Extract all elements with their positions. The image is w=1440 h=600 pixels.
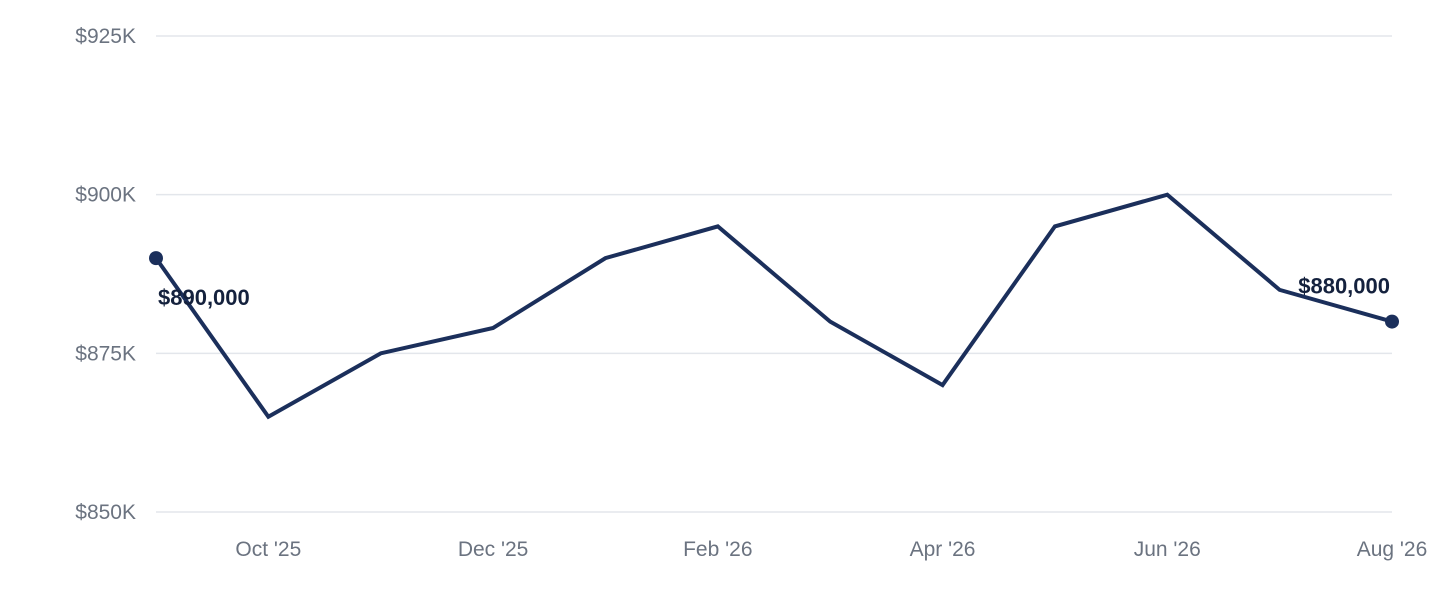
y-tick-label: $850K	[75, 501, 136, 524]
x-tick-label: Aug '26	[1357, 538, 1428, 561]
x-tick-label: Jun '26	[1134, 538, 1201, 561]
series-line	[154, 192, 1394, 420]
data-label: $890,000	[158, 285, 250, 310]
gridlines	[156, 35, 1392, 513]
y-tick-label: $900K	[75, 184, 136, 207]
x-tick-label: Oct '25	[235, 538, 301, 561]
x-tick-label: Feb '26	[683, 538, 752, 561]
data-label: $880,000	[1298, 274, 1390, 299]
y-axis-tick-labels: $850K $875K $900K $925K	[75, 25, 136, 524]
x-tick-label: Dec '25	[458, 538, 529, 561]
y-tick-label: $875K	[75, 342, 136, 365]
endpoint-marker	[1385, 314, 1399, 329]
x-axis-tick-labels: Oct '25 Dec '25 Feb '26 Apr '26 Jun '26 Aug '…	[235, 538, 1427, 561]
y-tick-label: $925K	[75, 25, 136, 48]
x-tick-label: Apr '26	[910, 538, 976, 561]
data-labels: $890,000 $880,000	[149, 251, 1399, 329]
endpoint-marker	[149, 251, 163, 266]
series-layer	[154, 192, 1394, 420]
